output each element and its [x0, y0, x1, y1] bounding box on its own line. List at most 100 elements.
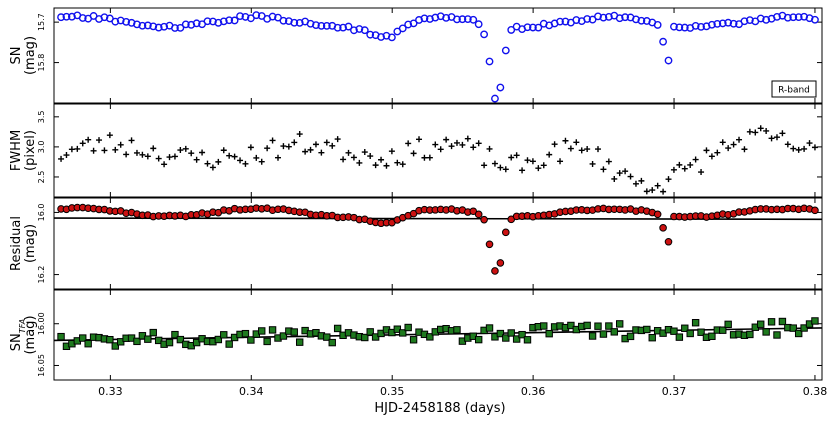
data-point: [150, 145, 157, 152]
data-point: [474, 210, 483, 219]
y-tick-label: 15.8: [37, 54, 46, 72]
data-point: [653, 210, 662, 219]
data-point: [496, 83, 505, 92]
data-point: [665, 176, 672, 183]
data-point: [778, 317, 787, 326]
data-point: [616, 170, 623, 177]
data-point: [621, 13, 630, 22]
data-point: [773, 331, 781, 339]
data-point: [160, 22, 168, 31]
data-point: [724, 320, 732, 329]
data-point: [502, 334, 510, 342]
data-point: [328, 338, 336, 347]
data-point: [622, 168, 629, 175]
data-point: [811, 206, 819, 215]
data-point: [745, 16, 754, 24]
data-point: [106, 132, 113, 139]
data-point: [497, 164, 504, 171]
data-point: [323, 139, 330, 146]
data-point: [659, 37, 667, 46]
data-point: [687, 161, 694, 168]
data-point: [653, 21, 662, 29]
data-point: [154, 23, 163, 32]
data-point: [84, 340, 92, 348]
data-point: [264, 145, 271, 152]
data-point: [680, 23, 689, 32]
panel-sn: 15.7 15.8 SN (mag) R-band: [9, 7, 823, 104]
data-point: [730, 141, 737, 148]
data-point: [329, 142, 336, 149]
data-point: [615, 14, 624, 23]
data-point: [128, 137, 135, 144]
data-point: [610, 328, 618, 336]
data-point: [58, 155, 65, 162]
panel-frame-residual: [53, 197, 823, 290]
legend-label: R-band: [778, 86, 810, 96]
data-point: [740, 17, 749, 26]
data-point: [801, 145, 808, 152]
data-point: [475, 140, 482, 147]
x-axis: 0.33 0.34 0.35 0.36 0.37 0.38: [98, 385, 827, 398]
data-point: [485, 324, 494, 332]
data-point: [718, 19, 727, 28]
y-axis-label: Residual: [9, 216, 24, 271]
data-point: [426, 154, 433, 161]
data-point: [133, 149, 140, 156]
data-point: [556, 17, 564, 26]
data-point: [356, 159, 363, 166]
data-point: [724, 18, 733, 27]
data-point: [474, 20, 483, 29]
y-tick-label: 15.7: [37, 13, 46, 31]
data-point: [79, 140, 86, 147]
data-point: [783, 13, 792, 22]
data-point: [692, 156, 699, 163]
data-point: [367, 153, 374, 160]
data-point: [676, 161, 683, 168]
data-point: [540, 322, 548, 330]
data-point: [649, 187, 656, 194]
data-point: [664, 56, 673, 65]
y-tick-label: 2.5: [37, 171, 46, 184]
data-point: [719, 326, 727, 334]
data-point: [116, 16, 125, 25]
data-point: [263, 337, 271, 346]
data-point: [144, 153, 151, 160]
data-point: [480, 30, 489, 39]
data-point: [670, 22, 678, 31]
panel-frame-sn: [53, 7, 823, 104]
data-point: [165, 338, 174, 347]
data-point: [578, 147, 585, 154]
data-point: [171, 24, 179, 32]
data-point: [524, 157, 531, 164]
data-point: [437, 146, 444, 153]
data-point: [247, 144, 254, 151]
data-point: [416, 136, 423, 143]
data-point: [74, 145, 81, 152]
data-point: [192, 338, 201, 347]
data-point: [181, 20, 190, 29]
data-point: [344, 22, 353, 31]
data-point: [626, 332, 635, 341]
data-point: [458, 15, 467, 24]
data-point: [79, 334, 87, 342]
data-point: [188, 150, 195, 157]
data-point: [409, 336, 418, 344]
data-point: [757, 125, 764, 132]
data-point: [501, 46, 510, 55]
data-point: [481, 162, 488, 169]
data-point: [572, 16, 581, 24]
data-point: [62, 12, 71, 21]
data-point: [697, 328, 705, 336]
data-point: [388, 148, 395, 155]
data-point: [784, 141, 791, 148]
data-point: [800, 324, 808, 332]
data-point: [253, 154, 260, 161]
data-point: [583, 321, 591, 330]
data-point: [203, 17, 212, 26]
y-axis-unit: (mag): [23, 36, 38, 75]
data-point: [664, 237, 673, 246]
data-point: [378, 156, 385, 163]
data-points-sn-tfa: [57, 317, 819, 351]
data-point: [219, 17, 228, 26]
